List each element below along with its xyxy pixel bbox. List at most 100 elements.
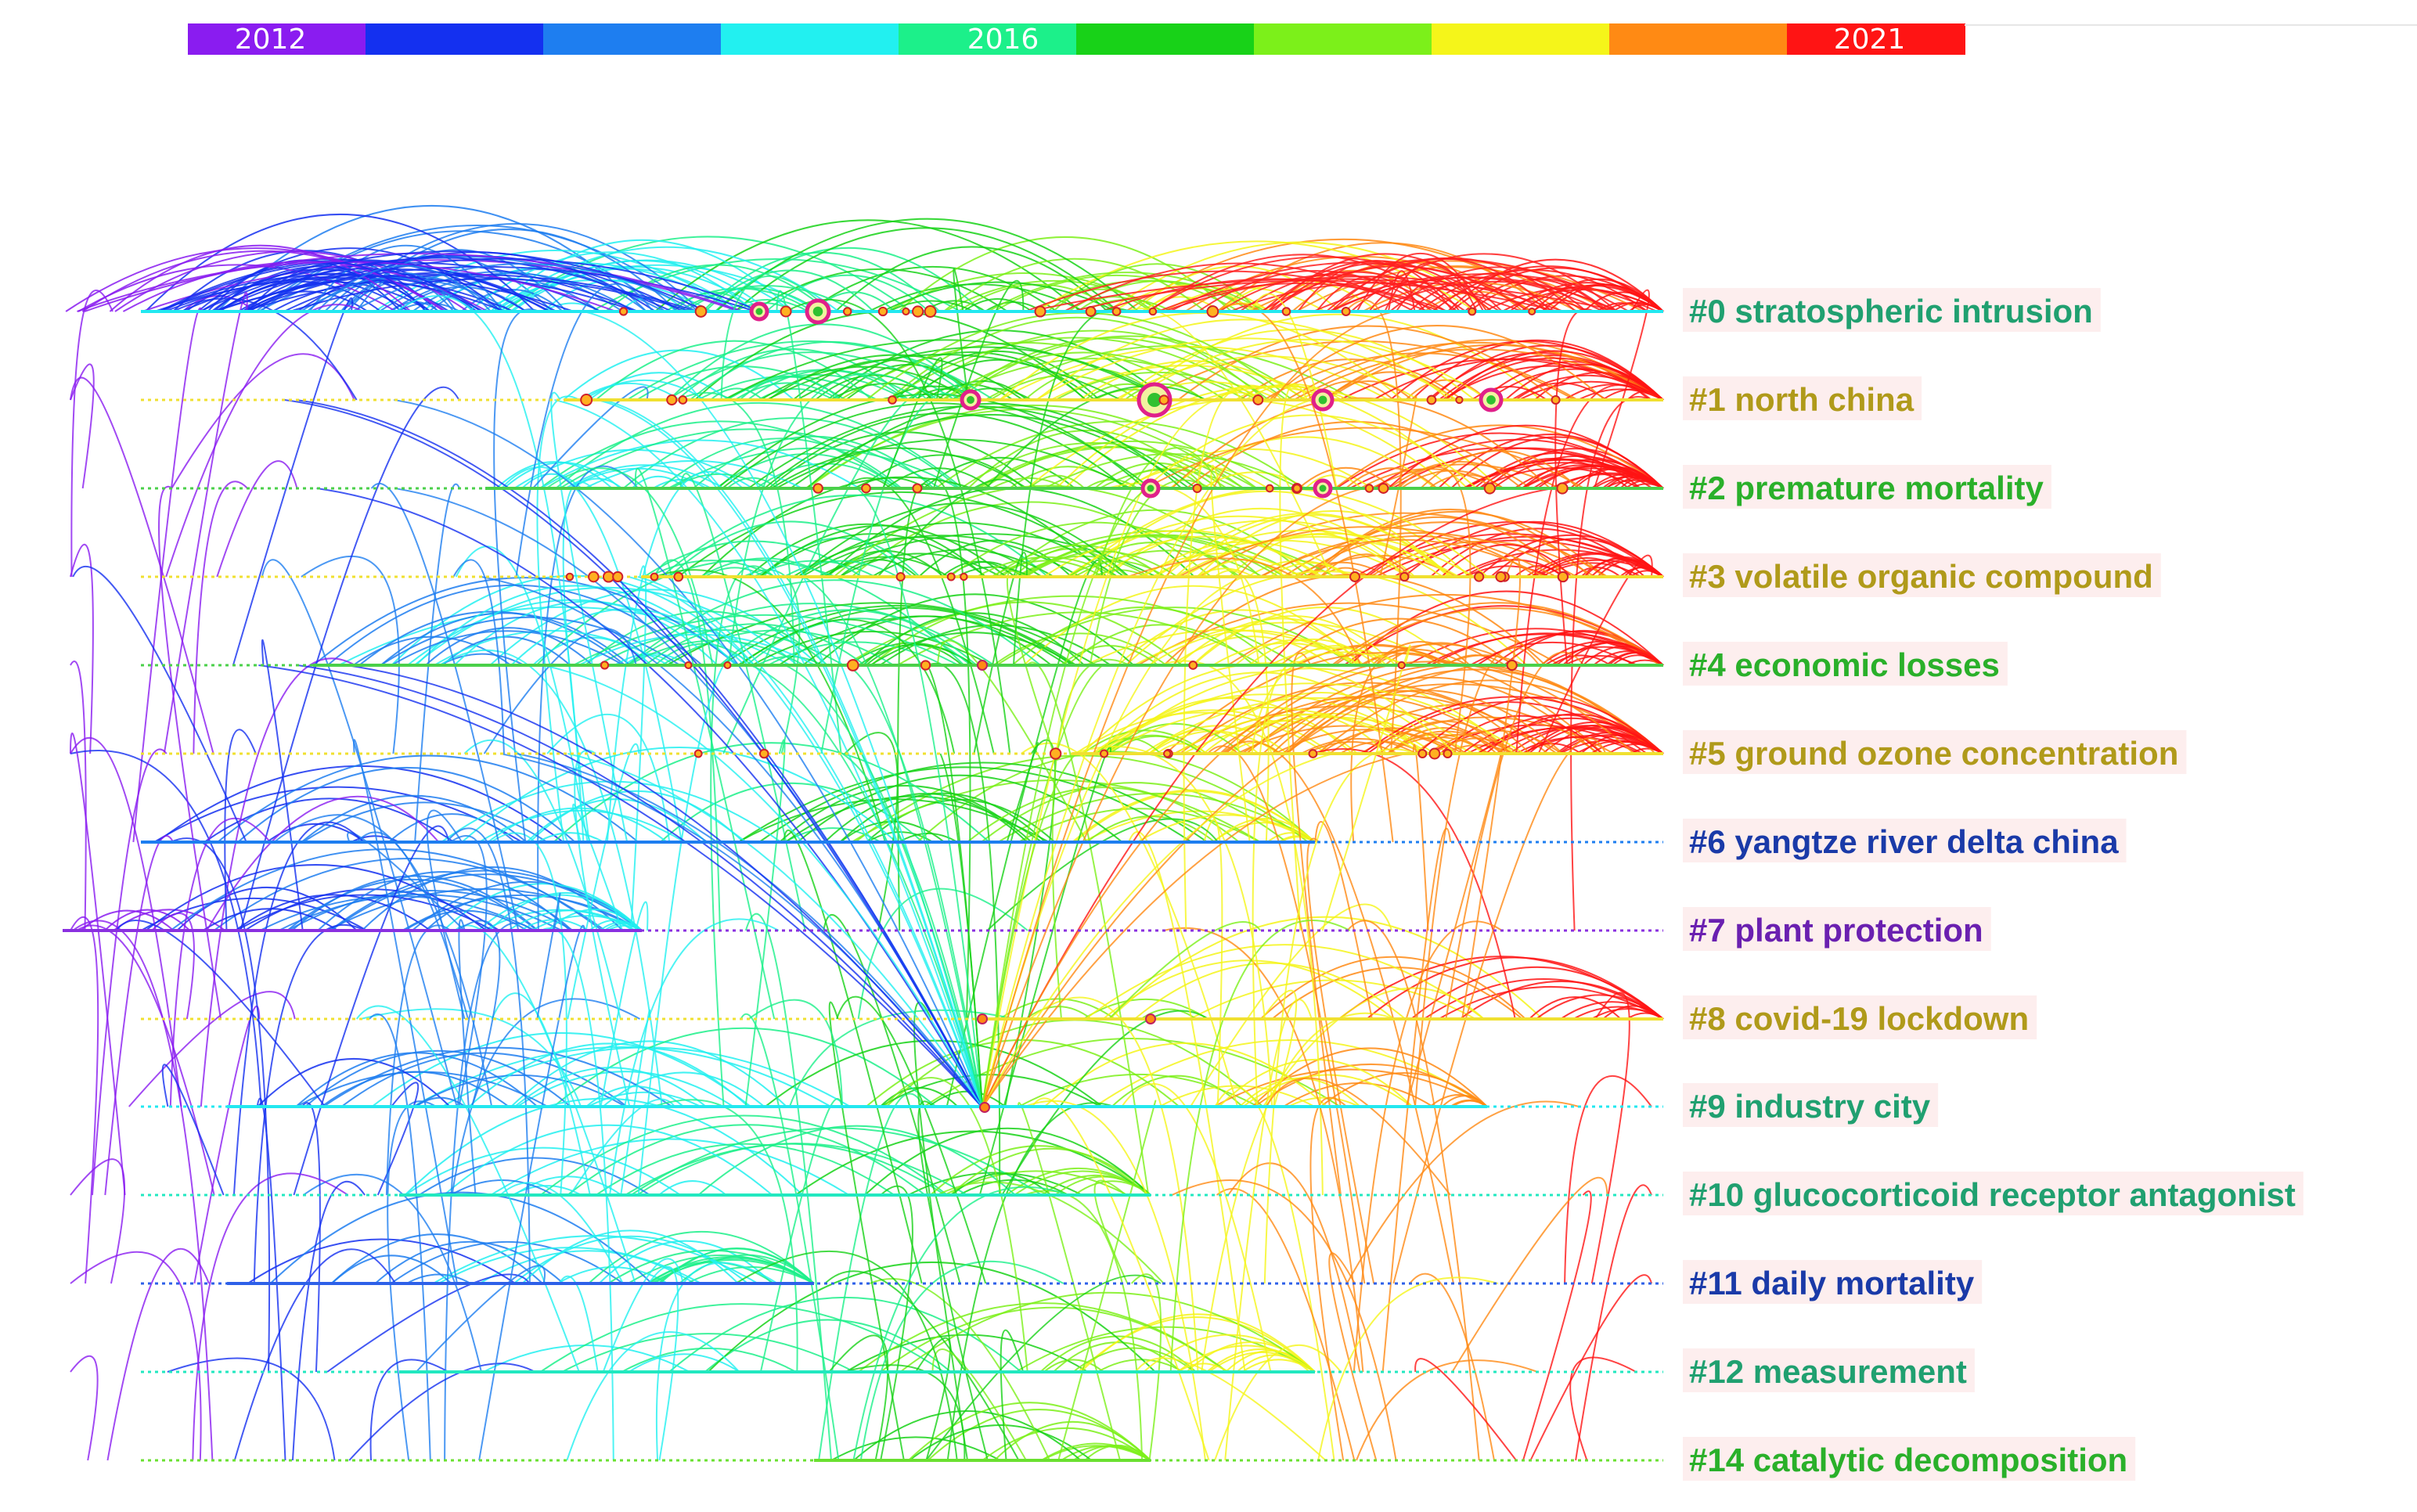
- reference-node[interactable]: [912, 305, 924, 318]
- cluster-label[interactable]: #3 volatile organic compound: [1689, 558, 2153, 595]
- cluster-label[interactable]: #8 covid-19 lockdown: [1689, 1000, 2029, 1037]
- reference-node[interactable]: [895, 571, 906, 582]
- reference-node[interactable]: [1417, 748, 1428, 759]
- reference-node[interactable]: [960, 572, 968, 581]
- reference-node[interactable]: [812, 483, 823, 494]
- reference-node[interactable]: [1281, 307, 1291, 316]
- reference-node[interactable]: [1556, 482, 1569, 495]
- citation-arc: [668, 323, 976, 401]
- reference-node[interactable]: [1468, 307, 1477, 316]
- citation-connector: [72, 920, 214, 1461]
- reference-node[interactable]: [1341, 307, 1351, 316]
- reference-node[interactable]: [1428, 747, 1441, 760]
- cluster-label[interactable]: #10 glucocorticoid receptor antagonist: [1689, 1176, 2296, 1213]
- reference-node[interactable]: [1495, 571, 1507, 583]
- reference-node[interactable]: [588, 571, 600, 583]
- reference-node[interactable]: [1308, 749, 1318, 758]
- reference-node[interactable]: [1399, 571, 1410, 582]
- reference-node[interactable]: [1474, 571, 1485, 582]
- cluster-label[interactable]: #2 premature mortality: [1689, 470, 2044, 506]
- reference-node[interactable]: [678, 395, 688, 405]
- cluster-label[interactable]: #6 yangtze river delta china: [1689, 823, 2119, 860]
- reference-node[interactable]: [758, 748, 769, 759]
- reference-node[interactable]: [1192, 483, 1202, 494]
- reference-node[interactable]: [602, 571, 615, 583]
- reference-node[interactable]: [650, 572, 659, 581]
- citation-connector: [70, 661, 87, 931]
- reference-node[interactable]: [924, 305, 937, 318]
- reference-node[interactable]: [723, 661, 732, 670]
- citation-arc: [1111, 1075, 1244, 1107]
- citation-connector: [634, 467, 776, 1020]
- cluster-label[interactable]: #7 plant protection: [1689, 912, 1983, 949]
- reference-node[interactable]: [684, 661, 693, 670]
- citation-arc: [697, 1125, 1016, 1196]
- citation-connector: [536, 892, 561, 1020]
- reference-node[interactable]: [979, 1102, 990, 1113]
- reference-node[interactable]: [1506, 659, 1518, 671]
- reference-node[interactable]: [780, 305, 792, 318]
- reference-node[interactable]: [1349, 571, 1360, 582]
- reference-node[interactable]: [846, 659, 859, 671]
- reference-node[interactable]: [1206, 305, 1219, 318]
- reference-node[interactable]: [977, 660, 988, 671]
- reference-node[interactable]: [1188, 661, 1198, 670]
- reference-node[interactable]: [1528, 307, 1536, 316]
- reference-node[interactable]: [1397, 661, 1406, 670]
- citation-connector: [284, 399, 983, 1108]
- cluster-label[interactable]: #4 economic losses: [1689, 646, 2000, 683]
- reference-node[interactable]: [1163, 749, 1172, 758]
- cluster-label[interactable]: #9 industry city: [1689, 1088, 1931, 1125]
- citation-arc: [1286, 668, 1664, 754]
- reference-node[interactable]: [618, 307, 629, 316]
- reference-node[interactable]: [666, 394, 678, 406]
- reference-node[interactable]: [1364, 484, 1374, 493]
- reference-node[interactable]: [1292, 484, 1302, 493]
- reference-node[interactable]: [1049, 747, 1062, 760]
- reference-node[interactable]: [1265, 484, 1274, 493]
- reference-node[interactable]: [1551, 394, 1561, 405]
- cluster-label[interactable]: #14 catalytic decomposition: [1689, 1442, 2127, 1478]
- reference-node[interactable]: [1111, 307, 1122, 316]
- citation-arc: [1535, 994, 1664, 1020]
- reference-node[interactable]: [1483, 482, 1496, 495]
- reference-node[interactable]: [612, 571, 624, 583]
- reference-node[interactable]: [1100, 749, 1109, 758]
- reference-node[interactable]: [565, 572, 575, 581]
- reference-node[interactable]: [877, 306, 888, 317]
- reference-node[interactable]: [1034, 305, 1046, 318]
- cluster-label[interactable]: #1 north china: [1689, 381, 1915, 418]
- reference-node[interactable]: [1557, 571, 1569, 583]
- reference-node[interactable]: [842, 307, 852, 316]
- reference-node[interactable]: [920, 660, 931, 671]
- reference-node[interactable]: [1145, 1013, 1156, 1024]
- reference-node[interactable]: [1148, 307, 1158, 316]
- citation-arc: [331, 1255, 452, 1284]
- reference-node[interactable]: [1426, 394, 1437, 405]
- cluster-label[interactable]: #0 stratospheric intrusion: [1689, 293, 2093, 329]
- cluster-label[interactable]: #5 ground ozone concentration: [1689, 735, 2178, 772]
- reference-node[interactable]: [946, 572, 956, 581]
- reference-node[interactable]: [977, 1013, 988, 1024]
- reference-node[interactable]: [861, 483, 871, 494]
- reference-node[interactable]: [1378, 483, 1389, 494]
- reference-node[interactable]: [693, 749, 703, 758]
- citation-connector: [172, 297, 358, 401]
- reference-node[interactable]: [1085, 306, 1097, 317]
- reference-node[interactable]: [1455, 395, 1464, 405]
- citation-arc: [660, 437, 902, 489]
- reference-node[interactable]: [694, 305, 708, 318]
- reference-node[interactable]: [1158, 394, 1169, 405]
- cluster-label[interactable]: #11 daily mortality: [1689, 1265, 1975, 1301]
- reference-node[interactable]: [1443, 748, 1453, 759]
- reference-node[interactable]: [673, 571, 684, 582]
- reference-node[interactable]: [888, 395, 897, 405]
- reference-node[interactable]: [1252, 394, 1264, 405]
- reference-node[interactable]: [912, 483, 923, 494]
- reference-node[interactable]: [902, 307, 910, 316]
- reference-node[interactable]: [580, 394, 593, 406]
- reference-node[interactable]: [600, 661, 610, 670]
- citation-connector: [869, 1278, 1050, 1461]
- cluster-label[interactable]: #12 measurement: [1689, 1353, 1967, 1390]
- citation-arc: [355, 272, 457, 312]
